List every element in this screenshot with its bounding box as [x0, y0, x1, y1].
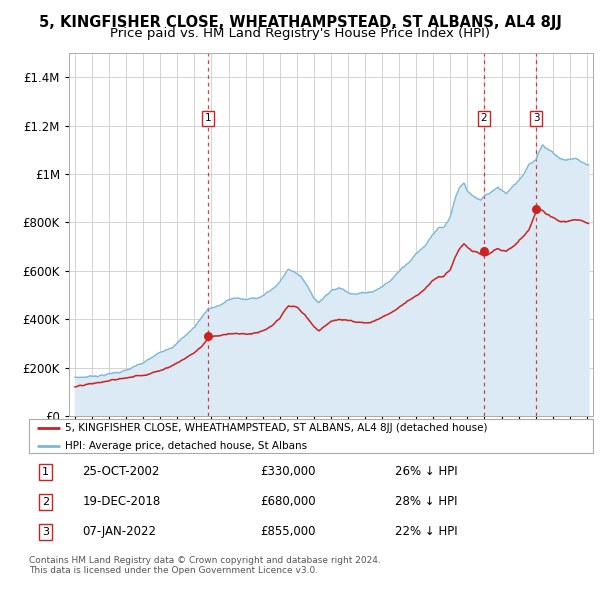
Text: 3: 3	[42, 527, 49, 537]
Text: HPI: Average price, detached house, St Albans: HPI: Average price, detached house, St A…	[65, 441, 308, 451]
Text: 1: 1	[42, 467, 49, 477]
Text: 25-OCT-2002: 25-OCT-2002	[82, 465, 160, 478]
Text: £855,000: £855,000	[260, 526, 316, 539]
Text: £680,000: £680,000	[260, 495, 316, 509]
Text: 3: 3	[533, 113, 539, 123]
Text: 19-DEC-2018: 19-DEC-2018	[82, 495, 161, 509]
Text: 5, KINGFISHER CLOSE, WHEATHAMPSTEAD, ST ALBANS, AL4 8JJ (detached house): 5, KINGFISHER CLOSE, WHEATHAMPSTEAD, ST …	[65, 424, 488, 434]
Text: 5, KINGFISHER CLOSE, WHEATHAMPSTEAD, ST ALBANS, AL4 8JJ: 5, KINGFISHER CLOSE, WHEATHAMPSTEAD, ST …	[38, 15, 562, 30]
Text: Contains HM Land Registry data © Crown copyright and database right 2024.
This d: Contains HM Land Registry data © Crown c…	[29, 556, 380, 575]
Text: Price paid vs. HM Land Registry's House Price Index (HPI): Price paid vs. HM Land Registry's House …	[110, 27, 490, 40]
Text: 22% ↓ HPI: 22% ↓ HPI	[395, 526, 458, 539]
Text: £330,000: £330,000	[260, 465, 316, 478]
Text: 2: 2	[42, 497, 49, 507]
Text: 1: 1	[205, 113, 212, 123]
Text: 28% ↓ HPI: 28% ↓ HPI	[395, 495, 458, 509]
Text: 26% ↓ HPI: 26% ↓ HPI	[395, 465, 458, 478]
Text: 2: 2	[481, 113, 487, 123]
Text: 07-JAN-2022: 07-JAN-2022	[82, 526, 157, 539]
